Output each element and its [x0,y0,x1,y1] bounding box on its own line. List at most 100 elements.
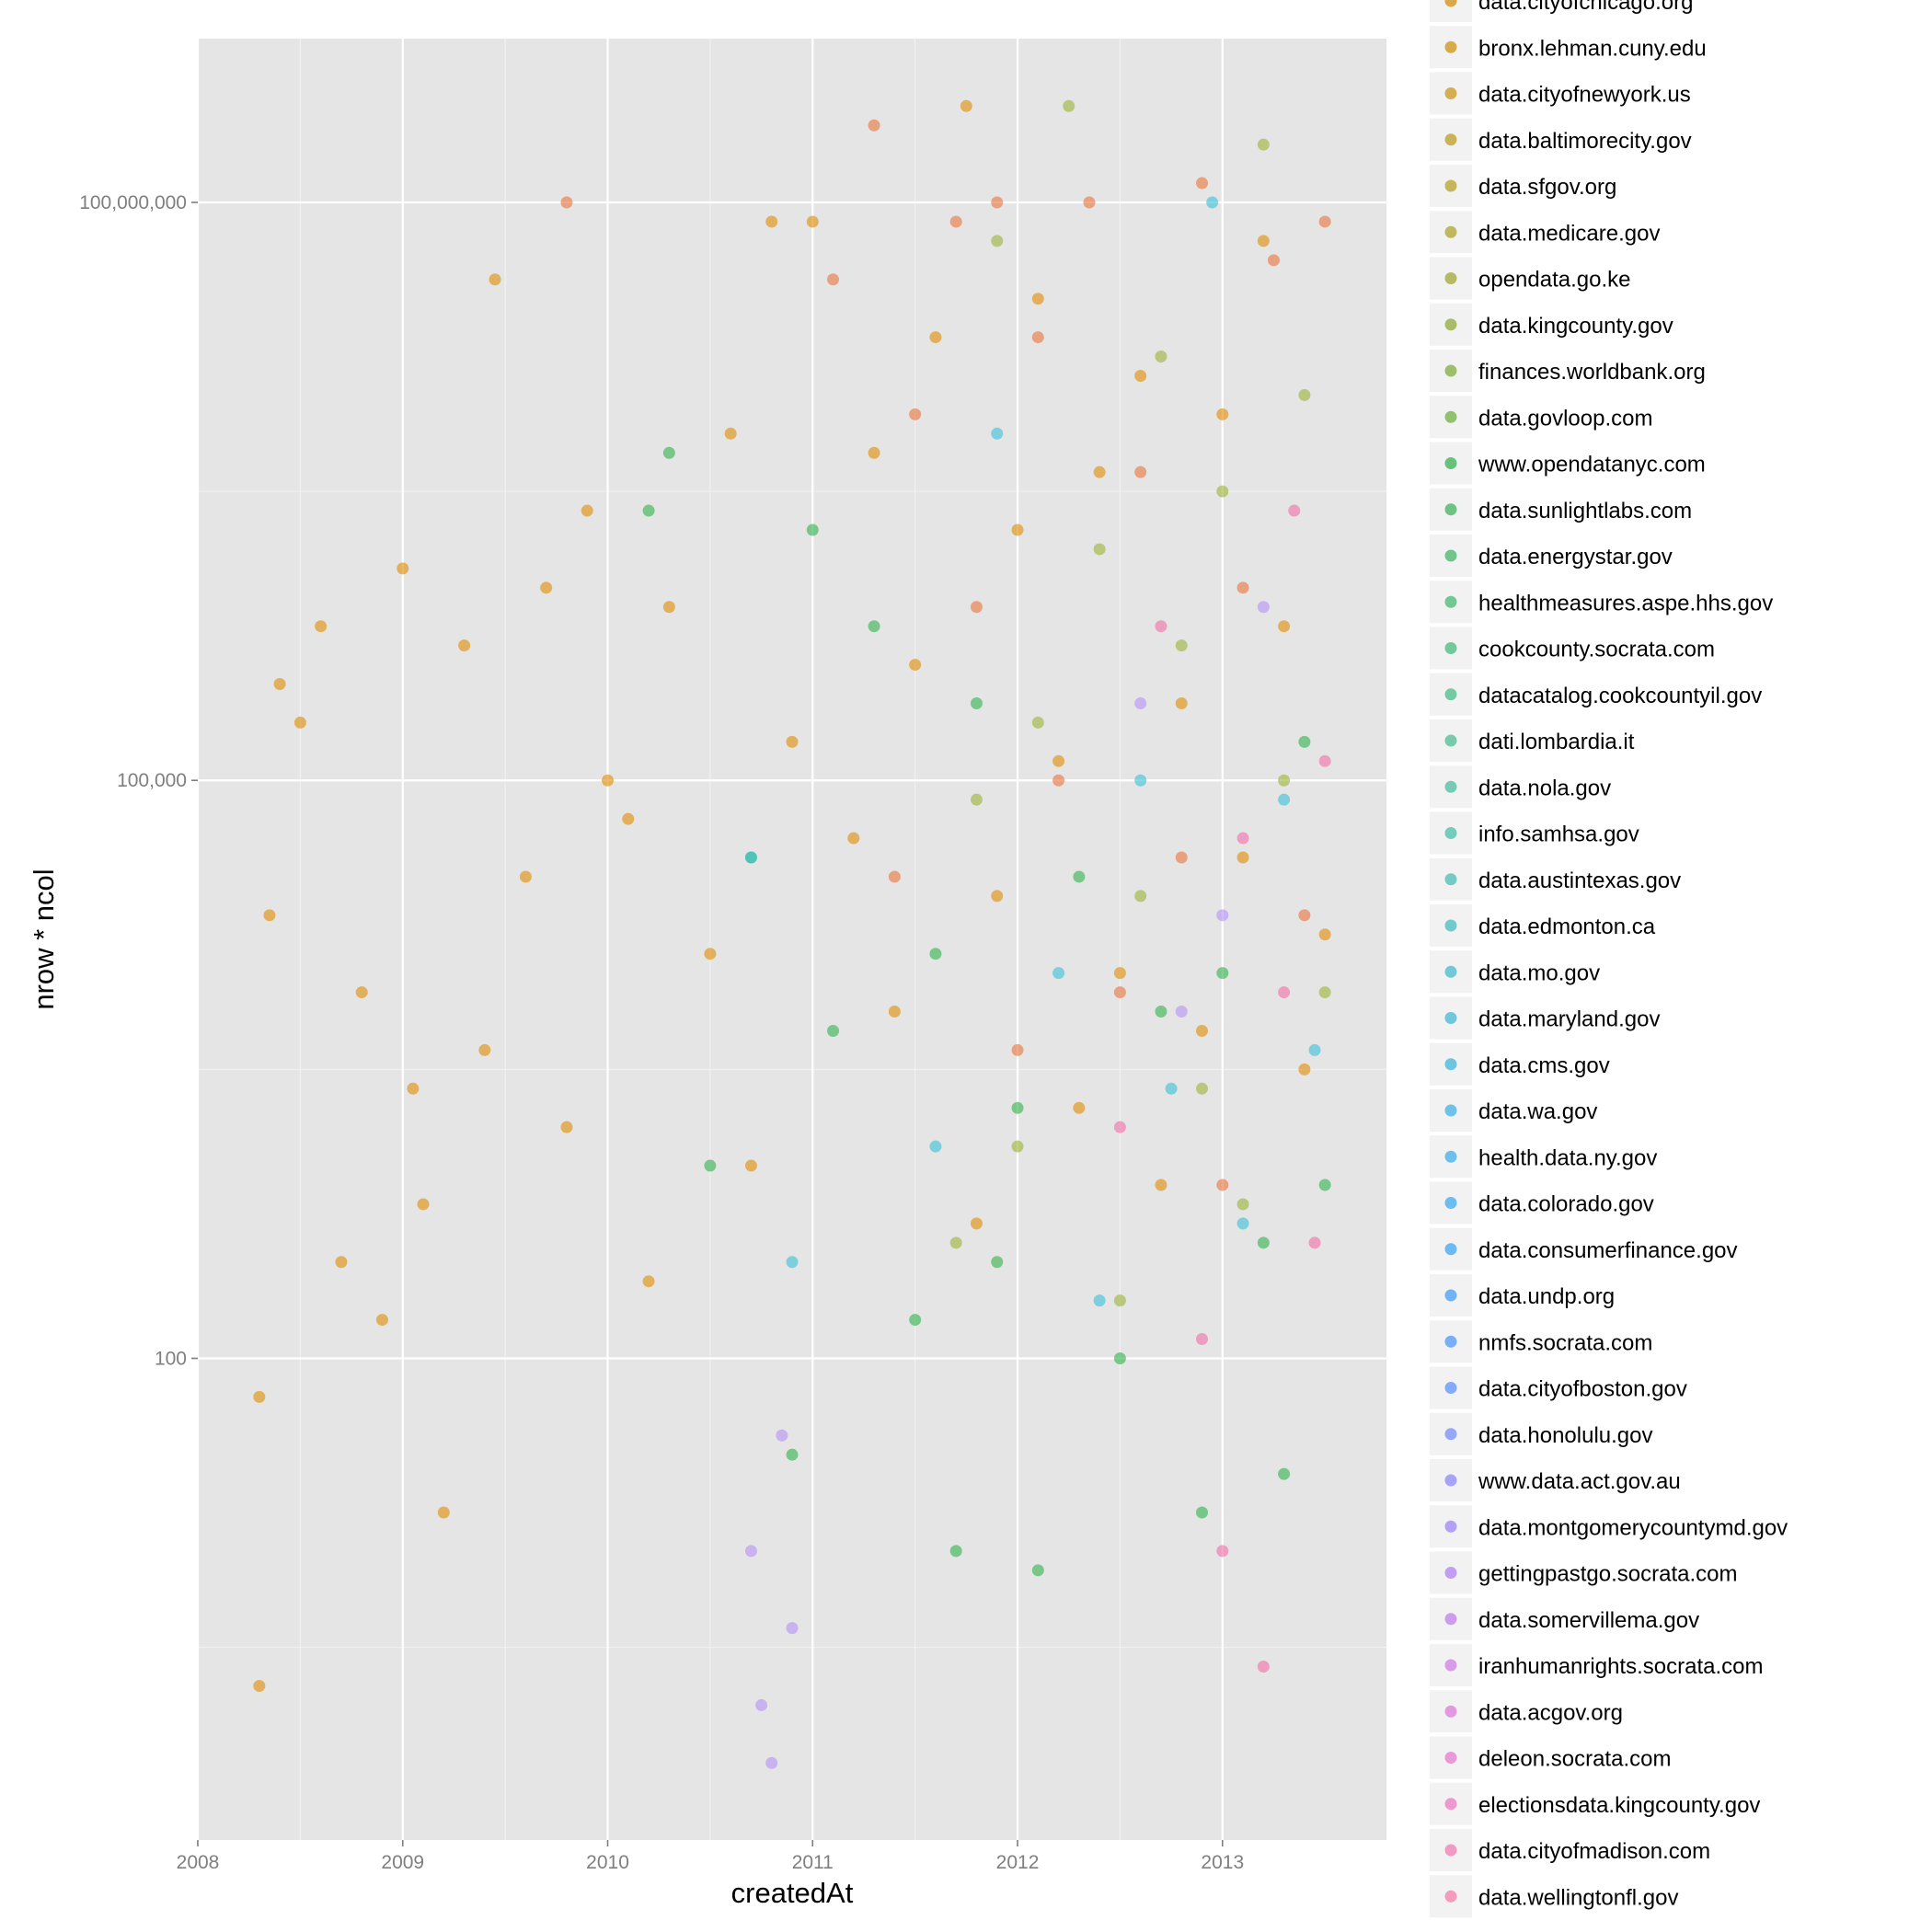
data-point [1318,754,1331,767]
legend-swatch [1444,0,1457,7]
data-point [1011,1101,1024,1114]
legend-label: opendata.go.ke [1478,268,1630,293]
data-point [478,1043,491,1056]
legend-swatch [1444,919,1457,932]
legend-swatch [1444,1890,1457,1903]
data-point [970,601,983,614]
legend-swatch [1444,1197,1457,1209]
legend-swatch [1444,1382,1457,1394]
legend-label: data.kingcounty.gov [1478,314,1673,339]
data-point [1278,774,1291,787]
data-point [909,659,922,672]
data-point [1175,696,1188,709]
legend-swatch [1444,549,1457,562]
legend-swatch [1444,780,1457,793]
data-point [1236,1217,1249,1230]
axes: 2008 2009 2010 2011 2012 2013 100 100,000 100,00… [79,192,1244,1873]
legend-swatch [1444,225,1457,238]
data-point [1031,293,1044,305]
data-points [253,99,1331,1769]
legend-label: iranhumanrights.socrata.com [1478,1654,1763,1679]
legend-swatch [1444,688,1457,701]
data-point [929,1140,942,1153]
legend-swatch [1444,410,1457,423]
legend-label: data.edmonton.ca [1478,914,1656,939]
legend-label: healthmeasures.aspe.hhs.gov [1478,591,1773,615]
data-point [1134,696,1147,709]
data-point [1113,1121,1126,1133]
legend-label: health.data.ny.gov [1478,1145,1657,1170]
data-point [991,235,1004,247]
legend-label: data.cms.gov [1478,1053,1610,1078]
data-point [263,909,276,922]
data-point [704,1159,717,1172]
legend-label: data.sfgov.org [1478,175,1616,200]
legend-label: dati.lombardia.it [1478,730,1635,754]
data-point [1318,928,1331,941]
x-axis-title: createdAt [731,1877,854,1909]
data-point [1257,235,1270,247]
legend-label: www.data.act.gov.au [1478,1469,1681,1494]
legend-label: data.montgomerycountymd.gov [1478,1515,1788,1540]
data-point [1063,99,1075,112]
legend-swatch [1444,1150,1457,1163]
legend-swatch [1444,1012,1457,1024]
data-point [755,1698,768,1711]
y-tick-label: 100,000,000 [79,192,187,213]
legend-label: finances.worldbank.org [1478,360,1706,385]
data-point [581,504,593,517]
legend-swatch [1444,133,1457,146]
data-point [397,562,409,575]
legend-label: data.medicare.gov [1478,221,1660,246]
legend-swatch [1444,1104,1457,1117]
legend-swatch [1444,457,1457,469]
data-point [949,1545,962,1558]
legend-label: data.wellingtonfl.gov [1478,1885,1678,1910]
data-point [417,1198,430,1211]
legend-swatch [1444,965,1457,978]
data-point [1196,1333,1209,1346]
data-point [1011,1140,1024,1153]
data-point [1278,1467,1291,1480]
data-point [1308,1043,1321,1056]
y-tick-label: 100,000 [117,770,187,791]
data-point [1318,1179,1331,1191]
data-point [929,331,942,344]
data-point [868,119,880,132]
legend-swatch [1444,318,1457,331]
legend-label: data.honolulu.gov [1478,1423,1653,1448]
legend-swatch [1444,1058,1457,1071]
legend-swatch [1444,1659,1457,1672]
data-point [1052,774,1065,787]
data-point [253,1679,266,1692]
data-point [960,99,972,112]
data-point [1216,408,1229,420]
data-point [868,620,880,633]
data-point [1308,1236,1321,1249]
legend-swatch [1444,364,1457,377]
data-point [1216,1545,1229,1558]
data-point [970,793,983,806]
legend-label: data.cityofnewyork.us [1478,83,1691,108]
legend-swatch [1444,827,1457,839]
legend-swatch [1444,1844,1457,1857]
y-axis-title: nrow * ncol [28,868,60,1009]
data-point [662,601,675,614]
legend-swatch [1444,179,1457,192]
legend-label: info.samhsa.gov [1478,822,1639,847]
legend-label: data.somervillema.gov [1478,1608,1699,1633]
data-point [458,639,471,652]
data-point [1165,1082,1178,1095]
legend-swatch [1444,1752,1457,1764]
data-point [1093,1294,1106,1307]
data-point [1073,1101,1086,1114]
data-point [827,273,840,286]
data-point [1073,870,1086,883]
data-point [949,215,962,228]
data-point [355,986,368,999]
data-point [1134,466,1147,478]
x-tick-label: 2013 [1201,1852,1244,1873]
data-point [888,870,901,883]
data-point [1216,1179,1229,1191]
data-point [273,678,286,691]
